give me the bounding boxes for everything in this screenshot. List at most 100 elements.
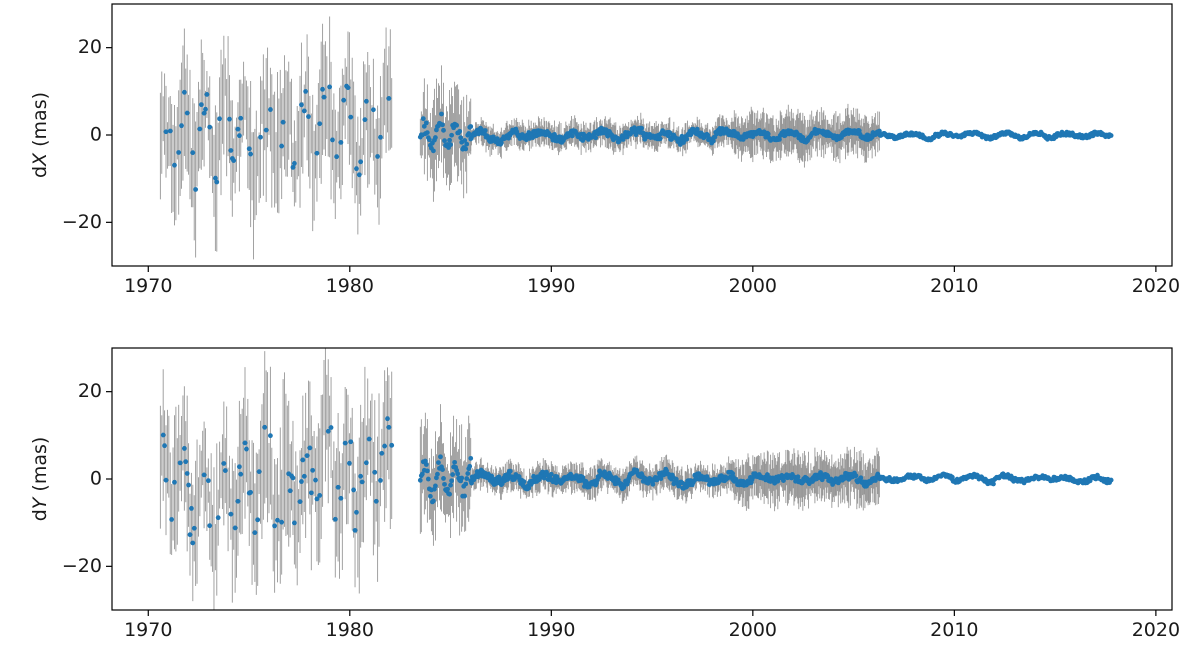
data-point <box>853 473 859 479</box>
data-point <box>448 142 453 148</box>
data-point <box>463 481 469 487</box>
data-point <box>207 523 213 529</box>
data-point <box>179 123 184 129</box>
data-point <box>330 137 335 143</box>
data-point <box>169 517 175 522</box>
data-point <box>332 516 338 522</box>
data-point <box>462 493 468 499</box>
data-point <box>279 143 285 149</box>
data-point <box>184 471 190 476</box>
data-point <box>650 481 656 487</box>
data-point <box>248 489 254 495</box>
data-point <box>207 124 213 130</box>
data-point <box>188 506 194 511</box>
data-point <box>334 154 340 160</box>
y-tick-label: −20 <box>62 211 102 233</box>
data-point <box>386 96 392 101</box>
data-point <box>765 131 771 137</box>
data-point <box>346 460 352 466</box>
data-point <box>657 136 663 142</box>
data-point <box>345 85 351 91</box>
data-point <box>423 462 429 467</box>
x-tick-label: 1980 <box>326 275 374 297</box>
data-point <box>507 468 513 474</box>
errorbars-dx <box>159 16 880 260</box>
y-axis-label-dy: dY (mas) <box>29 437 51 522</box>
data-point <box>163 129 169 135</box>
data-point <box>433 483 438 489</box>
data-point <box>363 460 369 466</box>
data-point <box>876 128 882 134</box>
data-point <box>449 478 454 484</box>
data-point <box>354 166 359 172</box>
data-point <box>313 477 318 483</box>
data-point <box>379 450 385 456</box>
y-tick-label: 0 <box>90 124 102 146</box>
data-point <box>468 124 474 129</box>
points-dx <box>163 83 1114 192</box>
data-point <box>290 475 296 481</box>
x-ticks-dx: 1970 1980 1990 2000 2010 2020 <box>124 266 1180 297</box>
data-point <box>201 110 207 116</box>
data-point <box>227 116 232 122</box>
data-point <box>434 475 439 481</box>
data-point <box>246 146 252 152</box>
plot-area-dy <box>159 348 1114 610</box>
data-point <box>212 175 218 181</box>
data-point <box>252 530 258 536</box>
data-point <box>375 154 381 159</box>
data-point <box>431 498 436 504</box>
data-point <box>304 453 310 459</box>
y-ticks-dx: 20 0 −20 <box>62 36 112 233</box>
data-point <box>420 116 426 122</box>
data-point <box>775 478 781 484</box>
data-point <box>425 476 431 482</box>
data-point <box>441 476 446 481</box>
data-point <box>428 493 433 499</box>
data-point <box>448 482 453 488</box>
data-point <box>190 540 196 546</box>
data-point <box>341 97 347 103</box>
data-point <box>464 476 470 481</box>
data-point <box>231 158 237 164</box>
data-point <box>433 135 438 140</box>
data-point <box>267 107 273 112</box>
data-point <box>235 126 241 132</box>
x-tick-label: 2020 <box>1132 619 1180 641</box>
data-point <box>348 114 354 120</box>
x-tick-label: 1970 <box>124 619 172 641</box>
x-tick-label: 2020 <box>1132 275 1180 297</box>
data-point <box>424 130 430 136</box>
data-point <box>197 126 203 132</box>
data-point <box>248 151 254 157</box>
data-point <box>290 164 296 170</box>
data-point <box>279 519 285 525</box>
x-tick-label: 2000 <box>729 275 777 297</box>
data-point <box>463 146 469 152</box>
data-point <box>694 126 700 132</box>
data-point <box>306 114 311 119</box>
y-tick-label: 0 <box>90 468 102 490</box>
data-point <box>308 490 314 496</box>
data-point <box>181 89 187 95</box>
y-tick-label: 20 <box>78 36 102 58</box>
data-point <box>238 471 244 477</box>
data-point <box>291 520 297 526</box>
data-point <box>373 498 379 504</box>
data-point <box>419 471 425 477</box>
data-point <box>297 499 303 505</box>
data-point <box>214 179 220 185</box>
data-point <box>258 134 263 140</box>
data-point <box>452 459 457 465</box>
data-point <box>436 460 441 465</box>
data-point <box>359 479 365 485</box>
data-point <box>505 476 511 482</box>
data-point <box>1108 133 1114 138</box>
data-point <box>236 464 242 470</box>
data-point <box>366 436 372 442</box>
data-point <box>335 484 341 490</box>
data-point <box>272 523 278 529</box>
data-point <box>385 416 390 422</box>
data-point <box>521 479 527 485</box>
x-tick-label: 2010 <box>930 275 978 297</box>
